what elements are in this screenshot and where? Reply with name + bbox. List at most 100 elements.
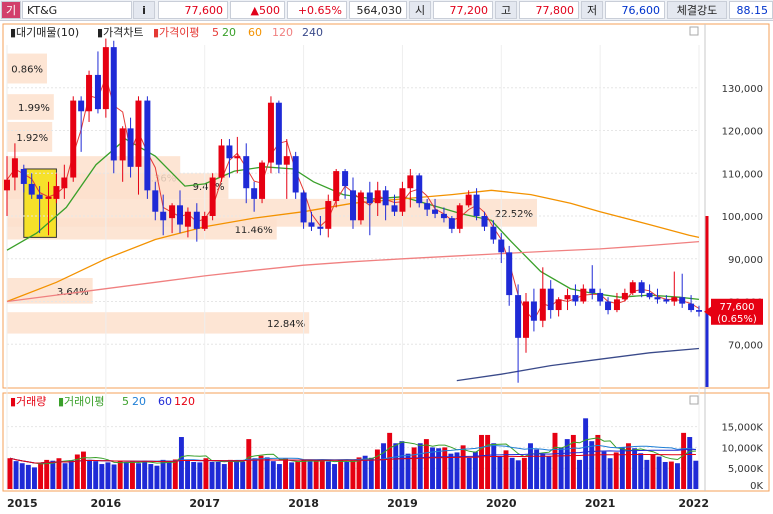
candle-body	[663, 299, 670, 302]
volume-panel-frame	[2, 392, 770, 492]
volume-bar	[148, 464, 154, 489]
volume-bar	[515, 460, 521, 489]
volume-value: 564,030	[349, 1, 407, 19]
volume-profile-label: 12.84%	[267, 319, 305, 330]
stock-chart[interactable]: 0.86%1.99%1.92%7.36%9.41%11.46%22.52%3.6…	[0, 21, 773, 514]
volume-profile-band	[7, 198, 537, 227]
legend-ma-240: 240	[302, 26, 323, 39]
panel-close-icon[interactable]	[689, 26, 699, 36]
volume-y-tick-label: 15,000K	[721, 423, 763, 434]
candle-body	[209, 177, 216, 216]
candle-body	[160, 211, 167, 221]
volume-bar	[31, 467, 37, 489]
volume-bar	[662, 461, 668, 489]
volume-bar	[319, 459, 325, 489]
stock-name-field[interactable]: KT&G	[22, 1, 132, 19]
volume-bar	[601, 451, 607, 489]
candle-body	[613, 299, 620, 311]
legend-volume-profile: ▮대기매물(10)	[10, 26, 79, 39]
volume-bar	[687, 437, 693, 489]
volume-y-tick-label: 5,000K	[728, 464, 764, 475]
volume-bar	[160, 459, 166, 489]
candle-body	[407, 175, 414, 189]
volume-bar	[619, 447, 625, 489]
volume-bar	[374, 449, 380, 489]
change-pct-value: +0.65%	[287, 1, 347, 19]
volume-bar	[479, 434, 484, 489]
quote-bar: 기 KT&G i 77,600 ▲500 +0.65% 564,030 시 77…	[0, 0, 773, 21]
volume-bar	[129, 461, 135, 489]
volume-bar	[203, 458, 209, 489]
volume-bar	[62, 463, 68, 489]
candle-body	[45, 196, 52, 199]
volume-bar	[681, 432, 687, 489]
candle-body	[4, 179, 10, 191]
strength-value: 88.15	[729, 1, 773, 19]
volume-bar	[350, 460, 356, 489]
y-tick-label: 110,000	[722, 169, 763, 180]
volume-bar	[675, 463, 680, 489]
candle-body	[308, 222, 315, 227]
volume-bar	[644, 459, 650, 489]
candle-body	[399, 188, 406, 212]
candle-body	[78, 100, 85, 112]
volume-bar	[564, 439, 570, 489]
volume-bar	[283, 458, 288, 489]
volume-bar	[595, 434, 601, 489]
volume-bar	[80, 451, 86, 489]
volume-profile: 0.86%1.99%1.92%7.36%9.41%11.46%22.52%3.6…	[7, 53, 537, 334]
volume-bar	[246, 439, 252, 489]
price-tag-arrow	[704, 306, 711, 317]
volume-bar	[570, 434, 576, 489]
volume-panel-close-icon[interactable]	[689, 395, 699, 405]
volume-bar	[393, 443, 399, 489]
x-tick-label: 2018	[288, 497, 319, 510]
volume-bar	[74, 454, 80, 489]
volume-bar	[56, 458, 62, 489]
volume-bar	[227, 459, 233, 489]
volume-bar	[472, 451, 478, 489]
candle-body	[300, 192, 307, 223]
candle-body	[317, 226, 324, 229]
candle-body	[267, 102, 274, 163]
legend-price-chart: ▮가격차트	[97, 26, 144, 39]
volume-bar	[38, 462, 44, 489]
high-label: 고	[495, 1, 517, 19]
current-price-tag: 77,600 (0.65%)	[711, 298, 763, 325]
volume-bar	[485, 434, 491, 489]
candle-body	[696, 310, 702, 312]
candle-body	[456, 205, 463, 229]
candle-body	[580, 288, 587, 302]
candle-body	[646, 292, 653, 298]
candle-body	[61, 177, 68, 189]
volume-bar	[185, 459, 191, 489]
candle-body	[144, 100, 151, 191]
candle-body	[102, 47, 109, 110]
market-tag: 기	[1, 1, 21, 19]
candle-body	[539, 288, 546, 321]
strength-label: 체결강도	[667, 1, 727, 19]
volume-bar	[154, 465, 160, 489]
y-tick-label: 130,000	[722, 84, 763, 95]
volume-bar	[191, 461, 197, 489]
volume-bar	[25, 464, 31, 489]
candle-body	[169, 205, 176, 219]
candle-body	[605, 301, 612, 311]
volume-bar	[338, 459, 344, 489]
x-tick-label: 2019	[387, 497, 418, 510]
volume-bar	[577, 459, 582, 489]
candle-body	[506, 252, 513, 296]
candle-body	[547, 288, 554, 311]
volume-bar	[454, 452, 460, 489]
volume-bar	[258, 455, 264, 489]
volume-bar	[142, 460, 148, 489]
volume-profile-label: 1.99%	[18, 103, 50, 114]
volume-profile-band	[7, 53, 47, 84]
open-label: 시	[409, 1, 431, 19]
volume-bar	[264, 457, 270, 489]
candle-body	[366, 192, 373, 204]
candle-body	[424, 203, 431, 210]
candle-body	[283, 156, 290, 165]
volume-bar	[344, 461, 350, 489]
info-button[interactable]: i	[133, 1, 155, 19]
